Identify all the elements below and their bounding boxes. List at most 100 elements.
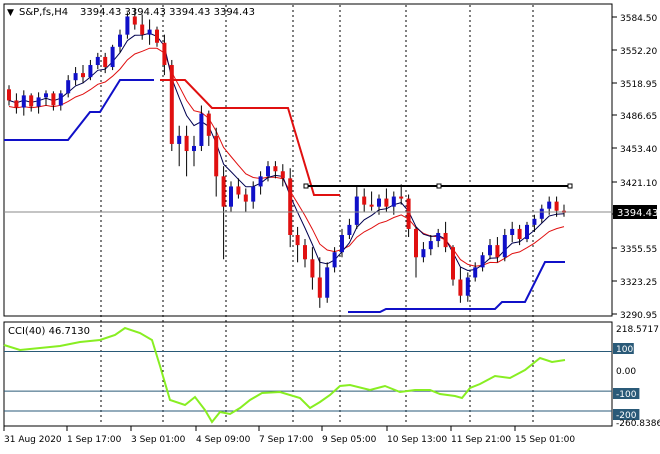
- main-panel-frame: [3, 3, 613, 317]
- candle-body-bull: [377, 198, 381, 207]
- candle-body-bear: [384, 198, 389, 207]
- candle-body-bull: [436, 232, 441, 242]
- candle-body-bull: [340, 234, 344, 253]
- candle-body-bear: [236, 186, 241, 195]
- collapse-arrow-icon[interactable]: ▼: [7, 8, 14, 18]
- candle: [488, 239, 492, 260]
- candle-body-bull: [488, 245, 492, 256]
- candle: [399, 184, 404, 205]
- candle: [236, 178, 241, 199]
- price-tick-label: 3421.10: [620, 179, 657, 189]
- time-tick-label: 3 Sep 01:00: [131, 435, 186, 445]
- candle-body-bull: [332, 252, 337, 268]
- cci-tick-badge: [613, 409, 640, 420]
- candle-body-bull: [502, 234, 507, 258]
- candle: [384, 188, 389, 212]
- candle: [280, 164, 285, 187]
- candle: [288, 168, 293, 248]
- candle-body-bull: [347, 224, 352, 235]
- candle-body-bear: [458, 279, 463, 296]
- candle-body-bull: [510, 228, 515, 235]
- candle: [332, 247, 337, 273]
- candle: [317, 257, 322, 308]
- candle: [458, 267, 463, 303]
- candle: [155, 26, 159, 47]
- cci-axis: 218.5717 100 0.00 -100 -200-260.8386: [613, 323, 660, 429]
- candle-body-bear: [295, 234, 300, 246]
- trendline-anchor-middle[interactable]: [436, 183, 442, 189]
- candle-body-bull: [66, 80, 71, 94]
- candle: [7, 85, 11, 106]
- candle: [169, 59, 174, 152]
- candle: [443, 221, 448, 253]
- candle-body-bull: [539, 208, 544, 219]
- symbol-label: S&P,fs,H4: [19, 7, 68, 18]
- candle: [192, 135, 196, 167]
- candle: [495, 237, 500, 263]
- horizontal-trendline[interactable]: [303, 183, 573, 189]
- time-tick-label: 11 Sep 21:00: [451, 435, 511, 445]
- candle-body-bear: [81, 73, 85, 78]
- candle: [502, 228, 507, 262]
- cci-tick-badge: [613, 343, 634, 354]
- candle: [132, 8, 137, 30]
- candle: [103, 52, 108, 74]
- trendline-anchor-left[interactable]: [303, 183, 309, 189]
- candle-body-bear: [14, 100, 19, 108]
- candle-body-bear: [140, 24, 145, 35]
- candle: [369, 191, 374, 211]
- candle: [340, 228, 344, 258]
- candle-body-bear: [155, 29, 159, 43]
- candle: [162, 34, 167, 76]
- candle: [44, 90, 48, 106]
- candle-body-bear: [554, 201, 559, 211]
- candle-body-bull: [177, 135, 182, 144]
- candle-body-bear: [517, 228, 522, 240]
- candle: [81, 65, 85, 84]
- candle-body-bear: [280, 171, 285, 179]
- moving-average-fast-line: [8, 32, 565, 272]
- candle: [391, 191, 396, 215]
- candle-body-bull: [391, 196, 396, 207]
- candle-body-bear: [273, 166, 278, 172]
- candle-body-bear: [29, 95, 34, 107]
- price-tick-label: 3552.20: [620, 47, 657, 57]
- trendline-anchor-right[interactable]: [567, 183, 573, 189]
- candle-body-bear: [288, 178, 293, 235]
- candle: [539, 204, 544, 223]
- candle-body-bear: [362, 196, 367, 205]
- cci-level-lines: [4, 350, 612, 412]
- current-price-badge: 3394.43: [613, 205, 658, 219]
- candle-body-bear: [221, 176, 226, 207]
- candle-body-bull: [110, 46, 115, 68]
- cci-tick-badge: [613, 388, 640, 399]
- candle-body-bear: [310, 259, 315, 278]
- candle-body-bull: [421, 249, 426, 258]
- candle-body-bull: [21, 95, 26, 108]
- candle-body-bear: [103, 56, 108, 68]
- candle: [428, 234, 433, 256]
- candle-body-bear: [132, 16, 137, 25]
- candle: [36, 92, 41, 114]
- time-tick-label: 15 Sep 01:00: [515, 435, 575, 445]
- candle: [554, 196, 559, 217]
- time-tick-label: 31 Aug 2020: [4, 435, 62, 445]
- candle-body-bear: [206, 113, 211, 136]
- candle-body-bear: [169, 65, 174, 144]
- cci-tick-label: -100: [616, 390, 637, 400]
- candle-body-bull: [199, 113, 204, 146]
- cci-tick-label: -200: [616, 411, 637, 421]
- candle: [362, 188, 367, 212]
- cci-tick-badge: [613, 323, 660, 334]
- candle-body-bear: [451, 247, 455, 280]
- candle: [58, 90, 63, 111]
- period-separators: [100, 5, 534, 425]
- candle-body-bull: [95, 56, 100, 66]
- candle-body-bull: [266, 166, 270, 177]
- candle-body-bull: [258, 176, 263, 187]
- candle: [532, 214, 537, 232]
- candle: [295, 226, 300, 263]
- candle: [29, 93, 34, 112]
- candle-body-bear: [214, 135, 219, 177]
